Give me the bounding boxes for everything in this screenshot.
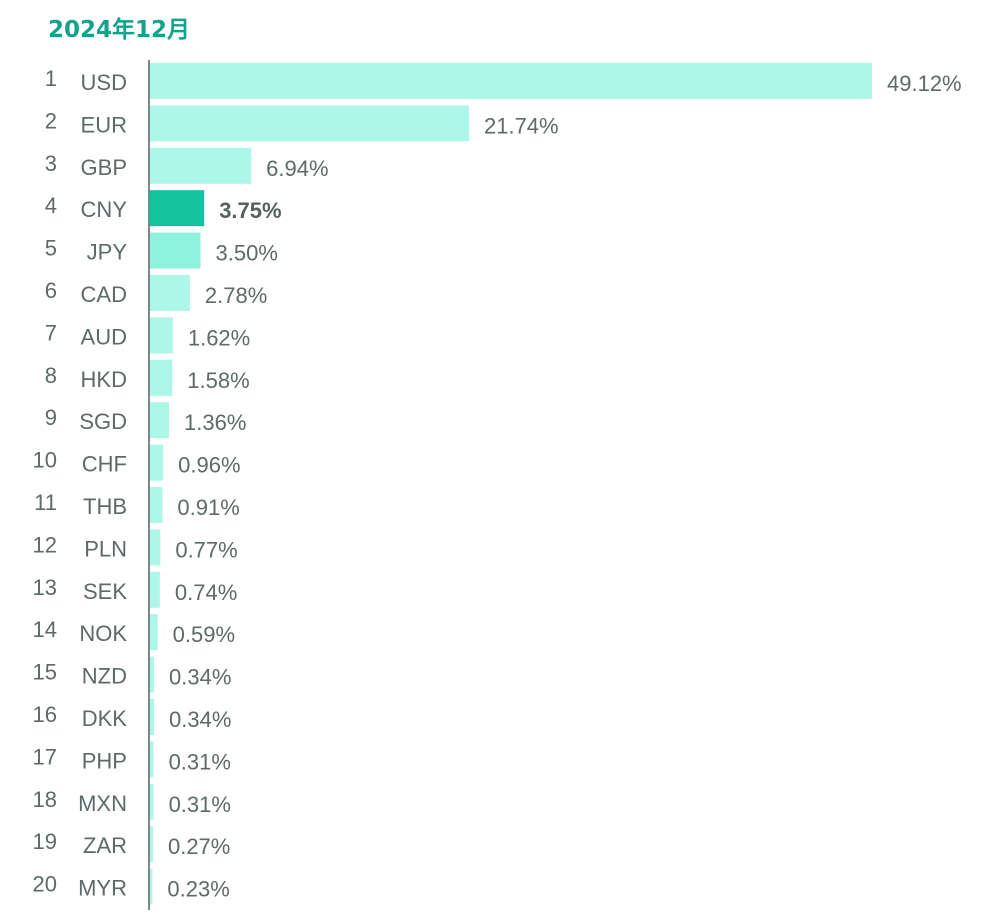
rank-label: 14: [33, 617, 57, 642]
currency-label: PHP: [82, 748, 127, 773]
rank-label: 6: [45, 278, 57, 303]
value-label: 1.58%: [187, 368, 249, 393]
bar-jpy: [149, 232, 201, 269]
rank-label: 3: [45, 151, 57, 176]
rank-label: 19: [33, 829, 57, 854]
currency-label: SGD: [79, 409, 127, 434]
rank-label: 15: [33, 660, 57, 685]
currency-label: HKD: [81, 367, 127, 392]
currency-label: JPY: [87, 240, 128, 265]
value-label: 6.94%: [266, 156, 328, 181]
value-label: 0.31%: [169, 792, 231, 817]
currency-label: NOK: [79, 621, 127, 646]
bar-cny: [149, 190, 205, 227]
value-label: 0.31%: [169, 749, 231, 774]
bar-nok: [149, 614, 158, 651]
chart-rows: 1 USD 49.12% 2 EUR 21.74% 3 GBP 6.94% 4 CNY 3.75% 5 J…: [33, 63, 962, 905]
currency-label: THB: [83, 494, 127, 519]
bar-zar: [149, 826, 153, 863]
value-label: 0.34%: [169, 665, 231, 690]
currency-label: NZD: [82, 664, 127, 689]
rank-label: 9: [45, 405, 57, 430]
rank-label: 12: [33, 532, 57, 557]
currency-label: MYR: [78, 876, 127, 901]
currency-label: SEK: [83, 579, 127, 604]
currency-label: CAD: [81, 282, 127, 307]
bar-chf: [149, 444, 164, 481]
bar-hkd: [149, 359, 173, 396]
value-label: 3.75%: [219, 198, 281, 223]
currency-label: PLN: [84, 536, 127, 561]
value-label: 0.96%: [178, 453, 240, 478]
value-label: 1.36%: [184, 410, 246, 435]
value-label: 0.77%: [175, 537, 237, 562]
value-label: 0.27%: [168, 834, 230, 859]
rank-label: 7: [45, 320, 57, 345]
rank-label: 20: [33, 872, 57, 897]
value-label: 49.12%: [887, 71, 962, 96]
value-label: 0.23%: [167, 877, 229, 902]
currency-label: MXN: [78, 791, 127, 816]
value-label: 21.74%: [484, 113, 559, 138]
rank-label: 17: [33, 744, 57, 769]
rank-label: 2: [45, 108, 57, 133]
bar-php: [149, 741, 154, 778]
currency-label: ZAR: [83, 833, 127, 858]
bar-gbp: [149, 147, 252, 184]
value-label: 0.59%: [173, 622, 235, 647]
bar-dkk: [149, 699, 155, 735]
bar-myr: [149, 868, 153, 905]
bar-aud: [149, 317, 173, 354]
currency-label: DKK: [82, 706, 128, 731]
value-label: 1.62%: [188, 325, 250, 350]
value-label: 0.91%: [177, 495, 239, 520]
chart-title: 2024年12月: [48, 17, 191, 43]
currency-label: AUD: [81, 324, 127, 349]
currency-label: GBP: [81, 155, 127, 180]
bar-sek: [149, 571, 160, 608]
bar-cad: [149, 275, 190, 311]
bar-sgd: [149, 402, 170, 439]
rank-label: 10: [33, 448, 57, 473]
bar-usd: [149, 63, 872, 99]
rank-label: 5: [45, 236, 57, 261]
value-label: 0.74%: [175, 580, 237, 605]
currency-label: CNY: [81, 197, 128, 222]
value-label: 3.50%: [216, 241, 278, 266]
currency-label: CHF: [82, 452, 127, 477]
bar-pln: [149, 529, 161, 566]
rank-label: 13: [33, 575, 57, 600]
rank-label: 8: [45, 363, 57, 388]
value-label: 2.78%: [205, 283, 267, 308]
rank-label: 11: [34, 490, 57, 515]
value-label: 0.34%: [169, 707, 231, 732]
bar-mxn: [149, 783, 154, 820]
rank-label: 4: [45, 193, 57, 218]
rank-label: 18: [33, 787, 57, 812]
bar-thb: [149, 487, 163, 523]
currency-label: USD: [81, 70, 127, 95]
rank-label: 1: [45, 66, 57, 91]
bar-nzd: [149, 656, 155, 693]
bar-eur: [149, 105, 469, 142]
currency-label: EUR: [81, 112, 127, 137]
rank-label: 16: [33, 702, 57, 727]
